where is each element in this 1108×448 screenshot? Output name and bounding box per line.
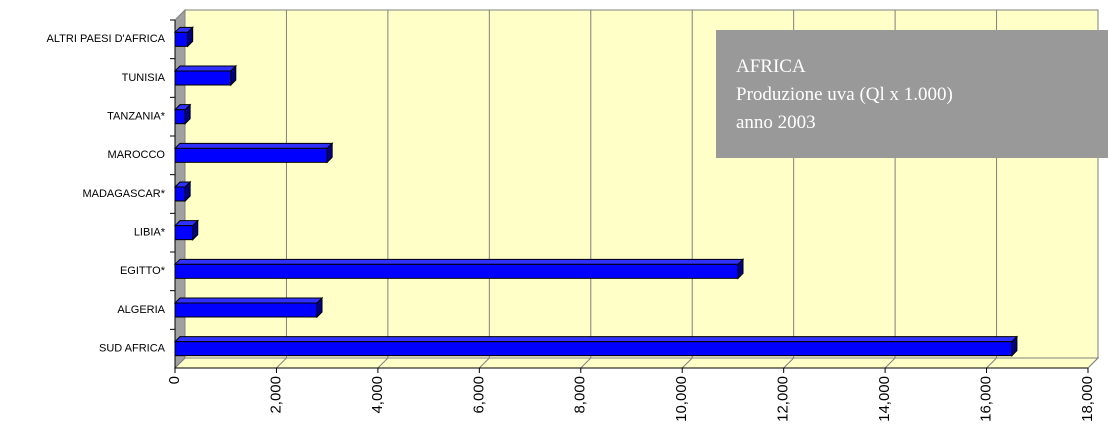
y-tick-label: ALGERIA (117, 304, 165, 316)
x-tick-label: 12,000 (775, 376, 792, 422)
annotation-title: AFRICA (736, 56, 806, 77)
bars (173, 26, 1019, 357)
x-tick-label: 0 (166, 376, 183, 384)
bar (174, 186, 186, 202)
bar-top (173, 258, 745, 265)
y-tick-label: MAROCCO (108, 149, 166, 161)
annotation-box: AFRICA Produzione uva (Ql x 1.000) anno … (716, 30, 1108, 158)
grid-line (884, 357, 896, 369)
floor (173, 357, 1100, 369)
bar (174, 147, 328, 163)
x-tick-label: 14,000 (876, 376, 893, 422)
x-tick-label: 4,000 (369, 376, 386, 414)
y-tick-label: LIBIA* (134, 227, 166, 239)
bar-top (173, 142, 334, 149)
y-tick-label: TANZANIA* (107, 111, 166, 123)
grid-line (276, 357, 287, 369)
grid-line (681, 357, 693, 369)
grid-line (478, 357, 490, 369)
x-tick-label: 16,000 (978, 376, 995, 422)
y-tick-label: SUD AFRICA (99, 343, 166, 355)
bar-top (173, 336, 1019, 343)
grid-line (174, 357, 186, 369)
x-tick-label: 10,000 (673, 376, 690, 422)
grid-line (986, 357, 997, 369)
bar (174, 109, 186, 125)
annotation-background (716, 30, 1108, 158)
grid-line (580, 357, 592, 369)
y-tick-label: TUNISIA (122, 72, 166, 84)
x-tick-label: 8,000 (572, 376, 589, 414)
y-tick-label: MADAGASCAR* (82, 188, 165, 200)
bar-top (173, 297, 324, 304)
bar (174, 70, 232, 86)
bar (174, 31, 189, 47)
annotation-line: Produzione uva (Ql x 1.000) (736, 84, 953, 105)
bar (174, 225, 194, 241)
grid-line (783, 357, 795, 369)
x-tick-label: 2,000 (267, 376, 284, 414)
y-tick-label: ALTRI PAESI D'AFRICA (47, 33, 166, 45)
bar (174, 341, 1013, 357)
bar (174, 302, 318, 318)
x-tick-label: 6,000 (470, 376, 487, 414)
y-tick-label: EGITTO* (120, 265, 166, 277)
grid-line (377, 357, 389, 369)
annotation-line: anno 2003 (736, 112, 816, 133)
x-tick-label: 18,000 (1079, 376, 1096, 422)
grid-line (1087, 357, 1099, 369)
bar-top (173, 65, 238, 72)
bar (174, 263, 739, 279)
